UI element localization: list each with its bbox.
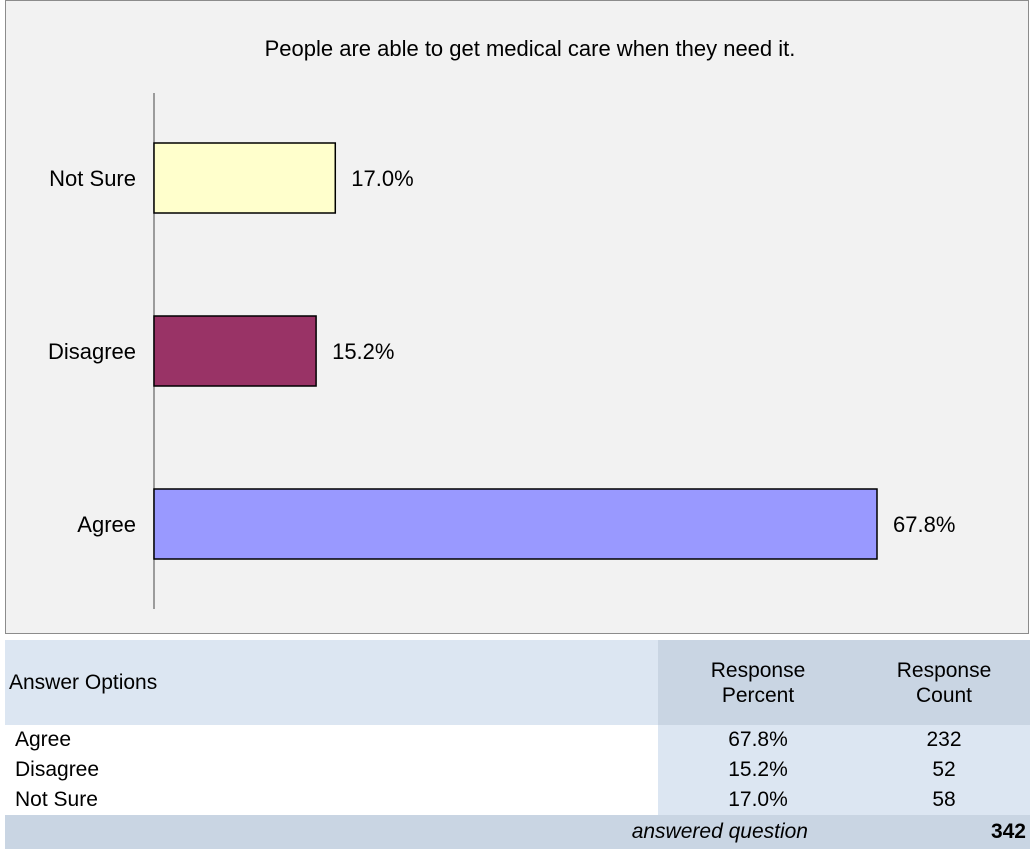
- header-count-line2: Count: [915, 683, 973, 707]
- row-option: Disagree: [5, 755, 658, 785]
- bar-agree: [153, 488, 878, 560]
- total-row: answered question 342: [5, 815, 1030, 849]
- header-percent-line2: Percent: [721, 683, 795, 707]
- row-option: Not Sure: [5, 785, 658, 815]
- row-percent: 17.0%: [658, 785, 858, 815]
- table-row: Agree 67.8% 232: [5, 725, 1030, 755]
- row-count: 232: [858, 725, 1030, 755]
- header-response-count: Response Count: [858, 640, 1030, 725]
- row-count: 52: [858, 755, 1030, 785]
- data-label: 17.0%: [351, 166, 413, 191]
- header-percent-line1: Response: [710, 658, 806, 682]
- header-response-percent: Response Percent: [658, 640, 858, 725]
- category-label: Agree: [77, 512, 136, 537]
- table-row: Disagree 15.2% 52: [5, 755, 1030, 785]
- table-row: Not Sure 17.0% 58: [5, 785, 1030, 815]
- row-percent: 67.8%: [658, 725, 858, 755]
- bar-disagree: [153, 315, 317, 387]
- answered-question-label: answered question: [631, 820, 808, 843]
- row-option: Agree: [5, 725, 658, 755]
- chart-title: People are able to get medical care when…: [265, 36, 796, 61]
- answered-question-value: 342: [990, 820, 1026, 843]
- data-label: 67.8%: [893, 512, 955, 537]
- header-answer-options: Answer Options: [5, 640, 658, 725]
- category-label: Disagree: [48, 339, 136, 364]
- bar-chart: People are able to get medical care when…: [48, 36, 955, 609]
- header-count-line1: Response: [896, 658, 992, 682]
- table-header-row: Answer Options Response Percent Response…: [5, 640, 1030, 725]
- row-percent: 15.2%: [658, 755, 858, 785]
- row-count: 58: [858, 785, 1030, 815]
- answers-table: Answer Options Response Percent Response…: [5, 640, 1030, 849]
- data-label: 15.2%: [332, 339, 394, 364]
- bar-not-sure: [153, 142, 337, 214]
- category-label: Not Sure: [49, 166, 136, 191]
- chart-panel: People are able to get medical care when…: [5, 0, 1029, 634]
